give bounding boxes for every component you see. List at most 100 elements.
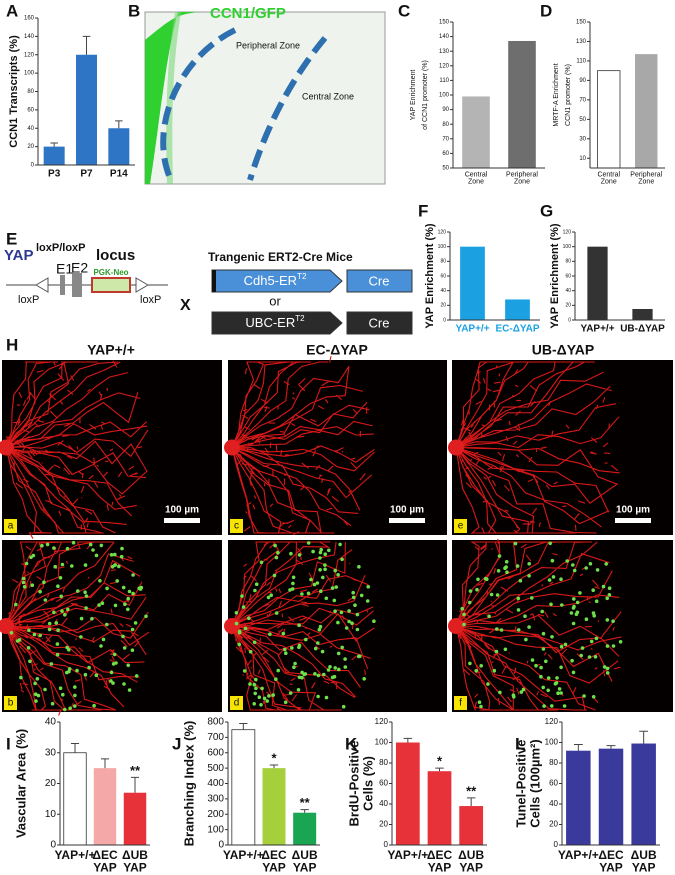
branch-point: [309, 577, 313, 582]
y-tick-label: 100: [563, 244, 572, 250]
branch-point: [109, 679, 113, 683]
branch-point: [541, 685, 545, 690]
zone-boundary: [160, 27, 237, 180]
branch-point: [474, 669, 479, 673]
branch-point: [260, 686, 264, 691]
branch-point: [53, 564, 57, 569]
branch-point: [253, 588, 257, 593]
bar: [262, 768, 286, 845]
branch-point: [605, 671, 610, 675]
y-tick-label: 130: [576, 39, 587, 45]
y-tick-label: 150: [439, 20, 450, 26]
branch-point: [602, 665, 607, 669]
branch-point: [291, 575, 296, 580]
branch-point: [550, 704, 554, 708]
branch-point: [366, 585, 371, 589]
branch-point: [131, 591, 135, 596]
branch-point: [9, 631, 14, 635]
column-title: UB-ΔYAP: [532, 342, 594, 358]
branch-point: [498, 690, 502, 695]
column-title: YAP+/+: [87, 342, 135, 358]
branch-point: [337, 667, 341, 672]
panel-letter: J: [172, 734, 181, 753]
branch-point: [560, 603, 564, 607]
branch-point: [243, 626, 248, 631]
error-bar: [269, 764, 279, 769]
significance: **: [300, 795, 311, 810]
branch-point: [587, 655, 592, 659]
branch-point: [42, 580, 46, 584]
branch-point: [504, 565, 508, 569]
branch-point: [323, 567, 327, 572]
branch-point: [593, 655, 598, 659]
retina-image: [228, 360, 447, 535]
y-tick-label: 70: [579, 97, 586, 103]
branch-point: [556, 691, 560, 695]
branch-point: [355, 612, 360, 617]
y-tick-label: 80: [442, 122, 449, 128]
optic-disc: [448, 439, 464, 456]
branch-point: [38, 589, 42, 594]
branch-point: [289, 551, 293, 556]
gene-superscript: loxP/loxP: [36, 242, 86, 254]
y-axis-label: CCN1 Transcripts (%): [8, 35, 20, 148]
significance: *: [437, 754, 443, 769]
branch-point: [618, 640, 623, 644]
branch-point: [254, 686, 258, 691]
branch-point: [66, 607, 70, 612]
branch-point: [274, 555, 279, 560]
y-tick-label: 100: [439, 93, 450, 99]
error-bar: [435, 767, 444, 772]
x-tick-label: UB-ΔYAP: [620, 324, 665, 335]
branch-point: [550, 558, 555, 563]
branch-point: [479, 704, 483, 709]
branch-point: [550, 635, 554, 639]
y-tick-label: 120: [545, 717, 559, 726]
branch-point: [126, 607, 130, 612]
y-tick-label: 120: [24, 52, 35, 58]
y-axis-label: Branching Index (%): [181, 721, 196, 847]
branch-point: [327, 548, 331, 553]
branch-point: [582, 694, 586, 698]
branch-point: [572, 597, 576, 601]
branch-point: [67, 667, 72, 671]
branch-point: [539, 674, 543, 679]
branch-point: [14, 602, 18, 607]
branch-point: [601, 584, 606, 589]
y-tick-label: 140: [439, 34, 450, 40]
branch-point: [101, 637, 106, 642]
y-tick-label: 120: [563, 229, 572, 235]
y-tick-label: 110: [576, 59, 586, 65]
branch-point: [306, 591, 311, 596]
branch-point: [594, 599, 599, 603]
branch-point: [83, 672, 88, 677]
branch-point: [494, 649, 499, 654]
branch-point: [36, 693, 41, 698]
branch-point: [541, 647, 546, 651]
branch-point: [362, 677, 367, 681]
branch-point: [548, 541, 552, 546]
branch-point: [562, 704, 567, 708]
branch-point: [351, 590, 356, 595]
branch-point: [56, 628, 60, 632]
branch-point: [105, 586, 109, 591]
error-bar: [239, 723, 248, 730]
branch-point: [271, 693, 276, 697]
bar: [462, 96, 490, 168]
y-tick-label: 100: [438, 244, 447, 250]
branch-point: [123, 602, 127, 606]
branch-point: [571, 670, 576, 675]
y-tick-label: 30: [579, 136, 586, 142]
optic-disc: [448, 618, 464, 634]
bar: [632, 309, 653, 320]
branch-point: [318, 550, 323, 555]
branch-point: [265, 699, 270, 703]
branch-point: [460, 606, 465, 611]
driver-name: Cdh5-ER: [244, 273, 297, 288]
panel-letter: K: [345, 734, 358, 753]
branch-point: [100, 601, 105, 605]
column-title: EC-ΔYAP: [306, 342, 368, 358]
y-axis-label: Tunel-Positive: [513, 740, 528, 828]
branch-point: [605, 596, 609, 601]
branch-point: [91, 548, 95, 552]
